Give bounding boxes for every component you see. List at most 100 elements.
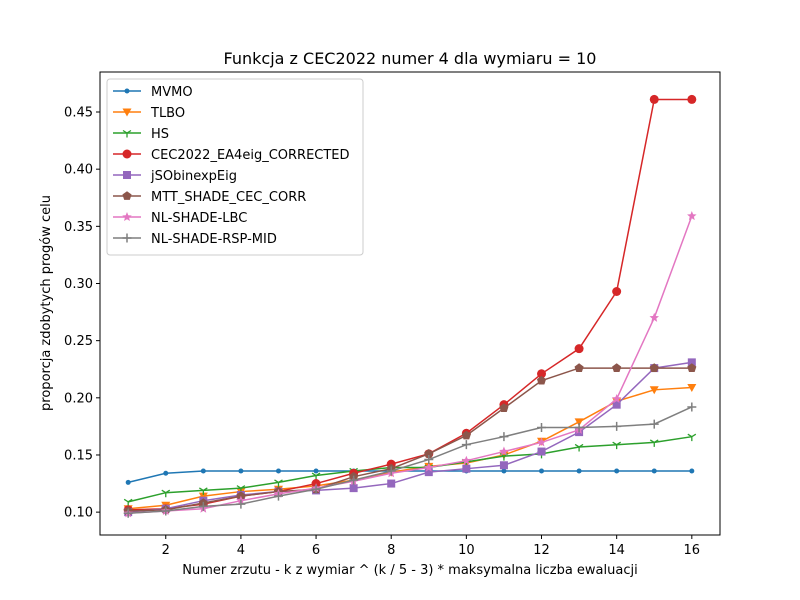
series-mtt-shade-cec-corr — [123, 363, 697, 515]
x-tick-label: 14 — [608, 543, 625, 558]
data-point-marker — [499, 446, 509, 456]
data-point-marker — [311, 484, 321, 494]
data-point-marker — [687, 94, 697, 104]
legend-item: HS — [113, 127, 169, 142]
data-point-marker — [612, 363, 622, 372]
data-point-marker — [499, 432, 509, 442]
legend-label: TLBO — [150, 106, 185, 121]
data-point-marker — [539, 468, 545, 474]
y-tick-label: 0.45 — [64, 106, 93, 121]
data-point-marker — [499, 403, 509, 412]
data-point-marker — [649, 363, 659, 372]
data-point-marker — [576, 468, 582, 474]
legend-item: NL-SHADE-RSP-MID — [113, 232, 277, 247]
data-point-marker — [349, 475, 359, 485]
data-point-marker — [123, 171, 131, 179]
data-point-marker — [386, 466, 396, 476]
y-tick-label: 0.40 — [64, 163, 93, 178]
data-point-marker — [687, 211, 697, 221]
x-tick-label: 10 — [458, 543, 475, 558]
data-point-marker — [649, 94, 659, 104]
data-point-marker — [536, 375, 547, 385]
data-point-marker — [611, 393, 622, 403]
legend-label: HS — [151, 127, 169, 142]
series-layer — [123, 94, 697, 518]
data-point-marker — [122, 149, 132, 159]
data-point-marker — [275, 468, 281, 474]
data-point-marker — [612, 400, 621, 409]
y-tick-label: 0.15 — [64, 448, 93, 463]
data-point-marker — [200, 468, 206, 474]
legend-label: MTT_SHADE_CEC_CORR — [151, 190, 306, 205]
data-point-marker — [687, 402, 697, 412]
series-line — [128, 435, 692, 503]
data-point-marker — [424, 455, 434, 465]
data-point-marker — [499, 461, 508, 470]
data-point-marker — [313, 468, 319, 474]
data-point-marker — [123, 508, 133, 518]
data-point-marker — [161, 506, 171, 516]
series-line — [128, 361, 692, 513]
data-point-marker — [574, 443, 584, 452]
x-tick-label: 8 — [387, 543, 395, 558]
data-point-marker — [687, 433, 697, 442]
y-axis: 0.10 0.15 0.20 0.25 0.30 0.35 0.40 0.45 — [64, 106, 100, 521]
x-tick-label: 4 — [237, 543, 245, 558]
data-point-marker — [649, 312, 659, 322]
data-point-marker — [424, 462, 434, 472]
series-line — [128, 470, 692, 484]
data-point-marker — [649, 386, 659, 395]
data-point-marker — [649, 439, 659, 447]
data-point-marker — [689, 468, 695, 474]
data-point-marker — [461, 455, 472, 465]
data-point-marker — [501, 468, 507, 474]
data-point-marker — [461, 430, 471, 440]
data-point-marker — [198, 492, 208, 501]
data-point-marker — [537, 447, 546, 456]
data-point-marker — [574, 363, 584, 372]
data-point-marker — [122, 212, 132, 222]
legend-label: NL-SHADE-RSP-MID — [151, 232, 277, 247]
data-point-marker — [687, 358, 696, 367]
data-point-marker — [537, 423, 547, 433]
data-point-marker — [574, 418, 584, 427]
data-point-marker — [236, 491, 246, 501]
data-point-marker — [574, 423, 584, 433]
data-point-marker — [124, 88, 130, 94]
data-point-marker — [161, 489, 171, 498]
axes-frame — [99, 71, 721, 536]
data-point-marker — [122, 233, 132, 243]
x-axis-label: Numer zrzutu - k z wymiar ^ (k / 5 - 3) … — [182, 563, 637, 578]
legend-item: NL-SHADE-LBC — [113, 211, 247, 226]
data-point-marker — [649, 419, 659, 429]
y-tick-label: 0.10 — [64, 506, 93, 521]
data-point-marker — [687, 363, 697, 372]
data-point-marker — [274, 479, 283, 487]
series-line — [128, 386, 692, 510]
data-point-marker — [651, 468, 657, 474]
x-tick-label: 2 — [162, 543, 170, 558]
legend-label: jSObinexpEig — [150, 169, 237, 184]
y-axis-label: proporcja zdobytych progów celu — [39, 195, 54, 411]
data-point-marker — [537, 369, 547, 379]
data-point-marker — [349, 484, 358, 493]
series-line — [128, 406, 693, 515]
legend-item: MVMO — [113, 85, 193, 100]
y-tick-label: 0.20 — [64, 391, 93, 406]
data-point-marker — [612, 421, 622, 431]
data-point-marker — [536, 437, 547, 447]
legend-item: TLBO — [113, 106, 185, 121]
x-tick-label: 16 — [684, 543, 701, 558]
series-line — [128, 367, 692, 512]
legend-label: NL-SHADE-LBC — [151, 211, 247, 226]
y-tick-label: 0.35 — [64, 220, 93, 235]
data-point-marker — [574, 344, 584, 354]
series-nl-shade-rsp-mid — [123, 402, 697, 518]
data-point-marker — [236, 499, 246, 509]
data-point-marker — [163, 470, 169, 476]
y-tick-label: 0.25 — [64, 334, 93, 349]
legend-box — [106, 78, 364, 256]
data-point-marker — [687, 384, 697, 393]
data-point-marker — [198, 487, 208, 495]
